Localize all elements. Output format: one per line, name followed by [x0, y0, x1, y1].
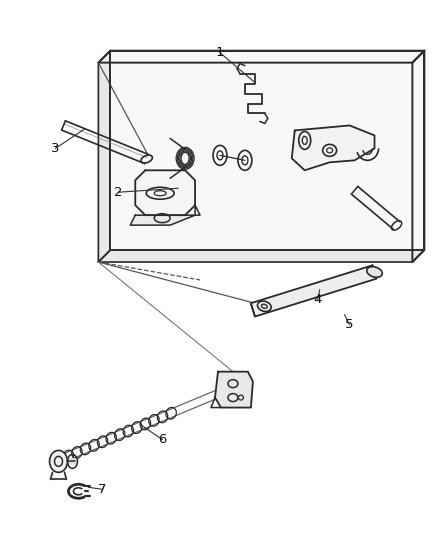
Polygon shape: [110, 51, 424, 250]
Text: 4: 4: [313, 293, 321, 306]
Polygon shape: [98, 51, 110, 262]
Polygon shape: [411, 51, 424, 262]
Polygon shape: [98, 51, 424, 63]
Polygon shape: [98, 250, 424, 262]
Text: 7: 7: [98, 483, 106, 496]
Polygon shape: [135, 171, 194, 215]
Text: 3: 3: [51, 142, 60, 155]
Text: 2: 2: [114, 185, 122, 199]
Polygon shape: [215, 372, 252, 408]
Text: 5: 5: [345, 318, 353, 332]
Polygon shape: [130, 215, 194, 225]
Text: 1: 1: [215, 46, 224, 59]
Ellipse shape: [366, 266, 381, 277]
Ellipse shape: [49, 450, 67, 472]
Text: 6: 6: [158, 433, 166, 446]
Polygon shape: [250, 265, 376, 317]
Polygon shape: [291, 125, 374, 171]
